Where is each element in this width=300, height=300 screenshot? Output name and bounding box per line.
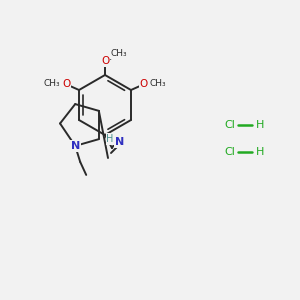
Text: H: H	[256, 147, 264, 157]
Text: Cl: Cl	[225, 147, 236, 157]
Text: N: N	[116, 137, 124, 147]
Text: H: H	[106, 134, 114, 144]
Text: CH₃: CH₃	[44, 79, 60, 88]
Text: O: O	[62, 79, 70, 89]
Text: N: N	[70, 141, 80, 151]
Text: Cl: Cl	[225, 120, 236, 130]
Text: H: H	[256, 120, 264, 130]
Text: O: O	[140, 79, 148, 89]
Text: O: O	[101, 56, 109, 66]
Text: CH₃: CH₃	[150, 79, 166, 88]
Text: CH₃: CH₃	[111, 50, 127, 58]
